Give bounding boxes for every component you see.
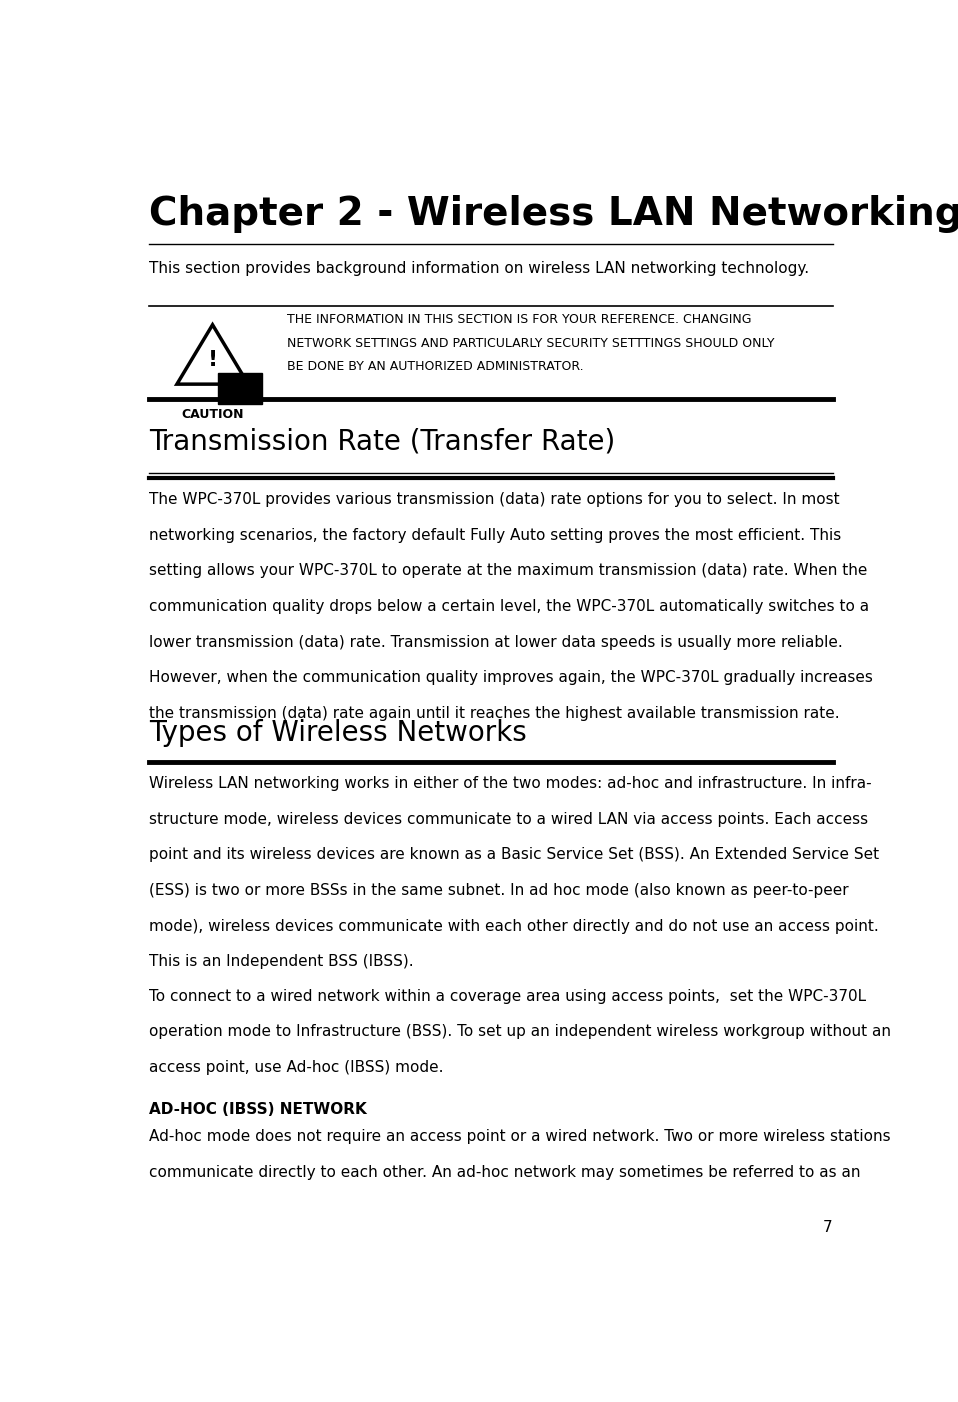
Text: !: ! [208,350,217,370]
Text: (ESS) is two or more BSSs in the same subnet. In ad hoc mode (also known as peer: (ESS) is two or more BSSs in the same su… [149,883,849,897]
Text: Types of Wireless Networks: Types of Wireless Networks [149,719,527,747]
Text: lower transmission (data) rate. Transmission at lower data speeds is usually mor: lower transmission (data) rate. Transmis… [149,635,843,649]
Text: However, when the communication quality improves again, the WPC-370L gradually i: However, when the communication quality … [149,670,874,686]
Text: 7: 7 [823,1220,833,1235]
Text: The WPC-370L provides various transmission (data) rate options for you to select: The WPC-370L provides various transmissi… [149,492,840,508]
Text: structure mode, wireless devices communicate to a wired LAN via access points. E: structure mode, wireless devices communi… [149,812,869,827]
Text: NETWORK SETTINGS AND PARTICULARLY SECURITY SETTTINGS SHOULD ONLY: NETWORK SETTINGS AND PARTICULARLY SECURI… [286,336,774,349]
Text: access point, use Ad-hoc (IBSS) mode.: access point, use Ad-hoc (IBSS) mode. [149,1060,444,1075]
Polygon shape [218,373,262,404]
Text: This is an Independent BSS (IBSS).: This is an Independent BSS (IBSS). [149,955,414,969]
Text: This section provides background information on wireless LAN networking technolo: This section provides background informa… [149,261,810,276]
Text: Chapter 2 - Wireless LAN Networking: Chapter 2 - Wireless LAN Networking [149,195,958,233]
Text: Wireless LAN networking works in either of the two modes: ad-hoc and infrastruct: Wireless LAN networking works in either … [149,777,872,791]
Text: mode), wireless devices communicate with each other directly and do not use an a: mode), wireless devices communicate with… [149,918,879,934]
Text: communicate directly to each other. An ad-hoc network may sometimes be referred : communicate directly to each other. An a… [149,1165,861,1179]
Text: To connect to a wired network within a coverage area using access points,  set t: To connect to a wired network within a c… [149,988,867,1004]
Text: setting allows your WPC-370L to operate at the maximum transmission (data) rate.: setting allows your WPC-370L to operate … [149,564,868,579]
Text: point and its wireless devices are known as a Basic Service Set (BSS). An Extend: point and its wireless devices are known… [149,847,879,862]
Text: Transmission Rate (Transfer Rate): Transmission Rate (Transfer Rate) [149,428,616,456]
Text: CAUTION: CAUTION [181,408,243,421]
Text: communication quality drops below a certain level, the WPC-370L automatically sw: communication quality drops below a cert… [149,599,870,614]
Text: networking scenarios, the factory default Fully Auto setting proves the most eff: networking scenarios, the factory defaul… [149,527,842,543]
Text: Ad-hoc mode does not require an access point or a wired network. Two or more wir: Ad-hoc mode does not require an access p… [149,1129,891,1144]
Text: the transmission (data) rate again until it reaches the highest available transm: the transmission (data) rate again until… [149,705,840,721]
Text: THE INFORMATION IN THIS SECTION IS FOR YOUR REFERENCE. CHANGING: THE INFORMATION IN THIS SECTION IS FOR Y… [286,313,751,325]
Text: AD-HOC (IBSS) NETWORK: AD-HOC (IBSS) NETWORK [149,1102,367,1117]
Text: operation mode to Infrastructure (BSS). To set up an independent wireless workgr: operation mode to Infrastructure (BSS). … [149,1025,892,1039]
Text: BE DONE BY AN AUTHORIZED ADMINISTRATOR.: BE DONE BY AN AUTHORIZED ADMINISTRATOR. [286,360,583,373]
